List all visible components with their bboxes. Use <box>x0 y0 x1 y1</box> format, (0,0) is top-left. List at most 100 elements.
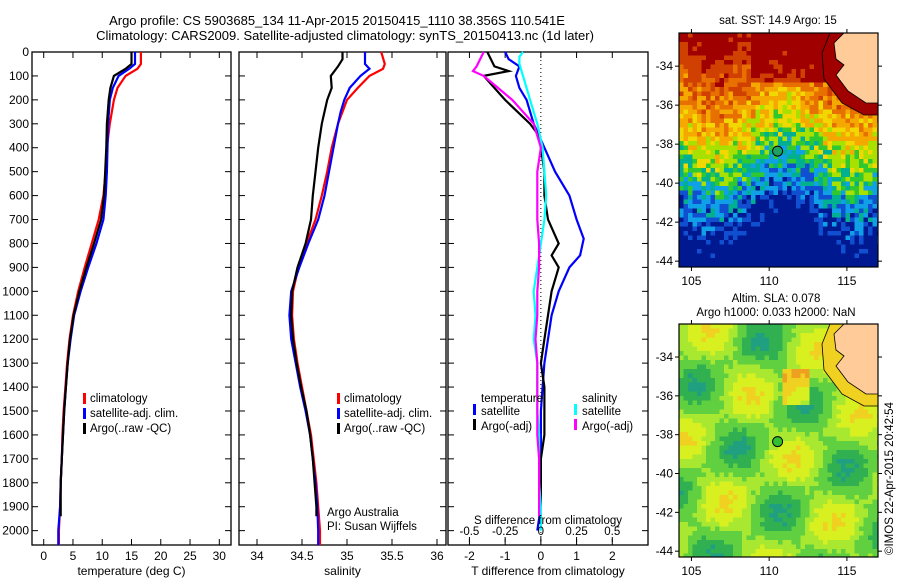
map-cell <box>679 168 684 173</box>
map-cell <box>710 423 716 428</box>
map-cell <box>746 33 752 38</box>
map-cell <box>868 508 873 514</box>
map-cell <box>683 114 689 119</box>
map-cell <box>751 217 756 223</box>
map-cell <box>724 235 729 241</box>
map-cell <box>683 208 689 214</box>
map-cell <box>715 208 720 214</box>
map-cell <box>778 226 783 232</box>
map-cell <box>751 459 756 464</box>
map-cell <box>773 351 779 356</box>
map-cell <box>742 423 747 428</box>
map-cell <box>800 459 806 464</box>
map-cell <box>805 342 810 347</box>
map-cell <box>850 441 855 446</box>
map-cell <box>850 136 855 142</box>
map-cell <box>706 418 711 424</box>
map-cell <box>746 177 752 182</box>
map-cell <box>724 414 729 419</box>
map-cell <box>796 477 801 482</box>
map-cell <box>742 213 747 218</box>
map-cell <box>697 240 702 245</box>
plot-frame <box>447 51 649 546</box>
map-cell <box>764 105 770 110</box>
map-cell <box>778 177 783 182</box>
map-cell <box>854 486 860 491</box>
map-cell <box>818 262 824 267</box>
map-cell <box>823 486 828 491</box>
map-cell <box>701 186 707 191</box>
map-cell <box>773 423 779 428</box>
map-cell <box>800 159 806 164</box>
map-cell <box>787 87 792 92</box>
map-cell <box>796 240 801 245</box>
map-cell <box>791 445 797 451</box>
map-cell <box>850 481 855 487</box>
map-cell <box>697 114 702 119</box>
map-cell <box>679 123 684 128</box>
map-cell <box>859 517 864 523</box>
map-cell <box>814 508 819 514</box>
map-cell <box>778 213 783 218</box>
map-cell <box>823 114 828 119</box>
map-cell <box>715 195 720 200</box>
map-cell <box>746 195 752 200</box>
map-cell <box>827 526 833 532</box>
map-cell <box>692 222 698 227</box>
map-cell <box>814 454 819 460</box>
map-cell <box>778 337 783 343</box>
map-cell <box>832 450 837 455</box>
map-cell <box>854 253 860 259</box>
map-cell <box>832 145 837 151</box>
map-cell <box>746 463 752 469</box>
map-cell <box>733 378 738 383</box>
map-cell <box>809 249 815 254</box>
map-cell <box>841 450 846 455</box>
map-cell <box>679 150 684 155</box>
map-cell <box>751 159 756 164</box>
map-cell <box>814 418 819 424</box>
map-cell <box>701 226 707 232</box>
map-cell <box>733 544 738 550</box>
map-cell <box>746 396 752 401</box>
map-cell <box>845 118 851 124</box>
map-cell <box>701 409 707 415</box>
map-cell <box>728 114 734 119</box>
map-cell <box>706 364 711 370</box>
map-cell <box>863 204 869 209</box>
map-cell <box>872 145 878 151</box>
map-cell <box>787 82 792 88</box>
map-cell <box>809 127 815 133</box>
map-cell <box>791 369 797 374</box>
map-cell <box>688 463 693 469</box>
map-cell <box>818 181 824 187</box>
map-cell <box>751 553 756 557</box>
map-cell <box>769 490 774 496</box>
map-cell <box>836 409 842 415</box>
map-cell <box>751 531 756 536</box>
map-cell <box>760 213 765 218</box>
map-cell <box>751 463 756 469</box>
map-cell <box>719 481 725 487</box>
map-cell <box>688 154 693 160</box>
map-cell <box>715 163 720 169</box>
map-cell <box>809 109 815 115</box>
map-cell <box>850 513 855 518</box>
map-cell <box>742 508 747 514</box>
map-cell <box>859 414 864 419</box>
map-cell <box>800 109 806 115</box>
map-cell <box>809 204 815 209</box>
map-cell <box>724 499 729 505</box>
map-cell <box>737 396 743 401</box>
map-cell <box>818 445 824 451</box>
map-cell <box>760 262 765 267</box>
map-cell <box>719 123 725 128</box>
map-cell <box>809 333 815 338</box>
map-cell <box>823 177 828 182</box>
map-cell <box>710 373 716 379</box>
map-cell <box>805 445 810 451</box>
map-cell <box>836 159 842 164</box>
map-cell <box>710 342 716 347</box>
map-cell <box>697 150 702 155</box>
map-cell <box>701 82 707 88</box>
